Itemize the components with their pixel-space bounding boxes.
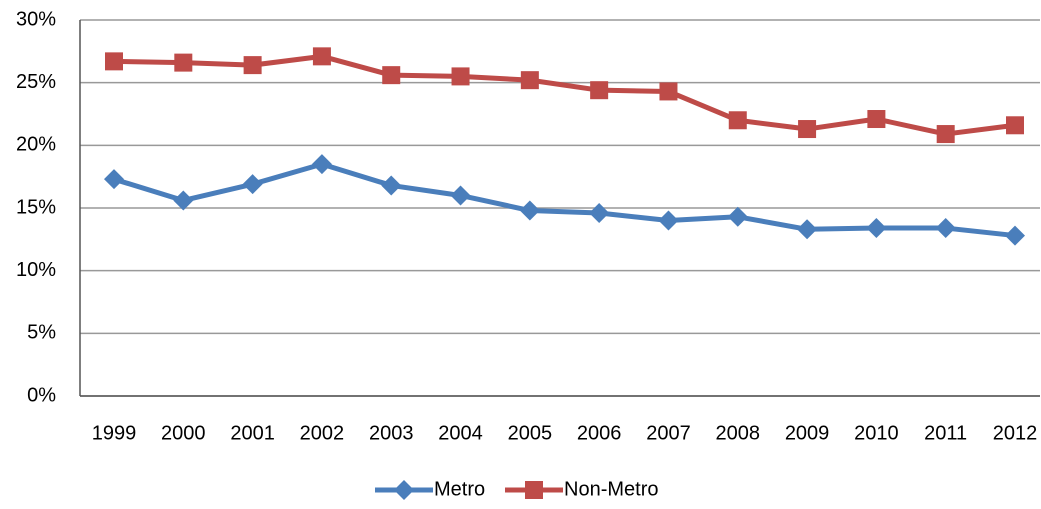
x-tick-label: 1999: [92, 422, 137, 444]
x-tick-label: 2007: [646, 422, 691, 444]
marker: [450, 185, 471, 206]
x-tick-label: 2000: [161, 422, 206, 444]
y-tick-label: 30%: [16, 8, 56, 30]
x-tick-label: 2005: [508, 422, 553, 444]
x-tick-label: 2006: [577, 422, 622, 444]
y-tick-label: 10%: [16, 259, 56, 281]
marker: [104, 169, 124, 190]
legend-label: Metro: [434, 478, 485, 500]
marker: [243, 56, 262, 75]
marker: [867, 110, 886, 129]
marker: [727, 206, 748, 227]
x-tick-label: 2002: [300, 422, 345, 444]
y-tick-label: 15%: [16, 196, 56, 218]
marker: [394, 480, 414, 500]
marker: [525, 481, 543, 499]
y-tick-label: 5%: [27, 322, 56, 344]
marker: [1006, 116, 1024, 135]
marker: [797, 219, 818, 240]
x-tick-label: 2008: [716, 422, 761, 444]
x-tick-label: 2001: [230, 422, 275, 444]
x-tick-label: 2011: [924, 422, 967, 444]
series-line: [113, 161, 1016, 239]
marker: [105, 52, 123, 71]
x-tick-label: 2004: [438, 422, 483, 444]
marker: [451, 67, 470, 86]
marker: [242, 174, 263, 195]
marker: [1005, 225, 1025, 246]
x-tick-label: 2012: [993, 422, 1038, 444]
y-tick-label: 25%: [16, 71, 56, 93]
marker: [935, 218, 956, 239]
marker: [659, 82, 678, 101]
y-tick-label: 20%: [16, 134, 56, 156]
marker: [311, 154, 332, 175]
marker: [312, 47, 331, 66]
marker: [936, 125, 955, 144]
y-tick-label: 0%: [27, 384, 56, 406]
marker: [382, 66, 401, 85]
marker: [174, 53, 193, 72]
x-tick-label: 2003: [369, 422, 414, 444]
marker: [728, 111, 747, 130]
marker: [866, 218, 887, 239]
series-line: [113, 53, 1016, 137]
x-tick-label: 2009: [785, 422, 830, 444]
marker: [590, 81, 609, 100]
marker: [798, 120, 817, 139]
marker: [658, 210, 679, 231]
x-tick-label: 2010: [854, 422, 899, 444]
marker: [381, 175, 402, 196]
marker: [589, 203, 610, 224]
marker: [173, 190, 194, 211]
marker: [519, 200, 540, 221]
legend-label: Non-Metro: [564, 478, 658, 500]
marker: [520, 71, 539, 90]
